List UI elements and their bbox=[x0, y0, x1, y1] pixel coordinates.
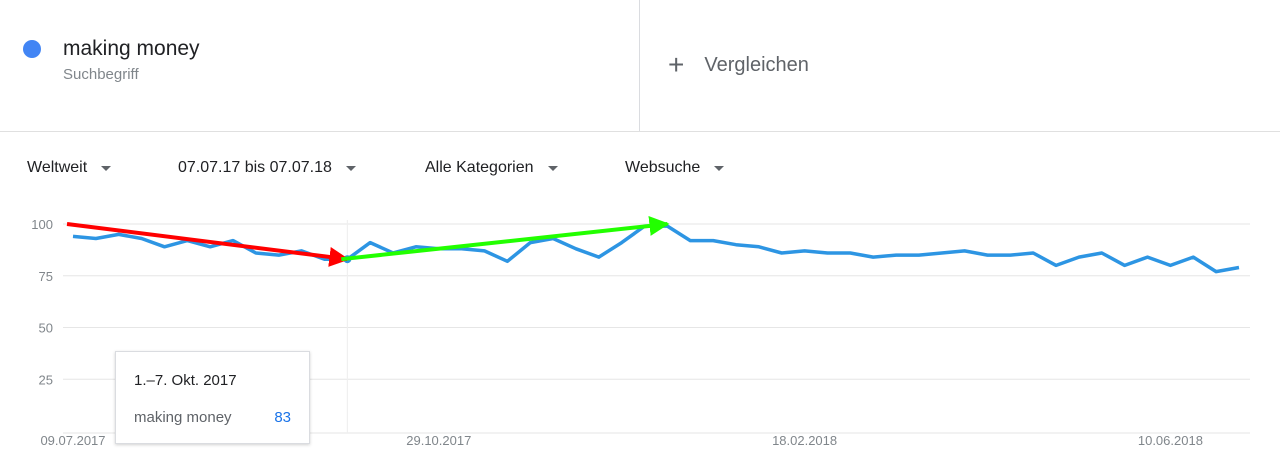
panel-divider bbox=[639, 0, 640, 131]
y-tick-label: 75 bbox=[39, 269, 53, 284]
y-tick-label: 50 bbox=[39, 321, 53, 336]
data-point[interactable] bbox=[505, 259, 509, 263]
tooltip-value: 83 bbox=[274, 409, 291, 426]
data-point[interactable] bbox=[871, 255, 875, 259]
data-point[interactable] bbox=[597, 255, 601, 259]
series-color-dot bbox=[23, 40, 41, 58]
chevron-down-icon bbox=[547, 165, 558, 171]
search-term-type: Suchbegriff bbox=[63, 66, 139, 83]
x-tick-label: 10.06.2018 bbox=[1138, 433, 1203, 448]
data-point[interactable] bbox=[208, 245, 212, 249]
data-point[interactable] bbox=[825, 251, 829, 255]
data-point[interactable] bbox=[277, 253, 281, 257]
data-point[interactable] bbox=[734, 243, 738, 247]
data-point[interactable] bbox=[780, 251, 784, 255]
date-range-label: 07.07.17 bis 07.07.18 bbox=[178, 159, 332, 176]
date-range-dropdown[interactable]: 07.07.17 bis 07.07.18 bbox=[178, 157, 356, 179]
data-point[interactable] bbox=[528, 241, 532, 245]
x-tick-label: 18.02.2018 bbox=[772, 433, 837, 448]
data-point[interactable] bbox=[368, 241, 372, 245]
x-tick-label: 09.07.2017 bbox=[40, 433, 105, 448]
compare-button[interactable]: + Vergleichen bbox=[668, 50, 809, 80]
data-point[interactable] bbox=[162, 245, 166, 249]
data-point[interactable] bbox=[688, 239, 692, 243]
chevron-down-icon bbox=[101, 165, 112, 171]
data-point[interactable] bbox=[963, 249, 967, 253]
data-point[interactable] bbox=[231, 239, 235, 243]
data-point[interactable] bbox=[117, 232, 121, 236]
data-point[interactable] bbox=[1031, 251, 1035, 255]
category-dropdown[interactable]: Alle Kategorien bbox=[425, 157, 558, 179]
data-point[interactable] bbox=[483, 249, 487, 253]
plus-icon: + bbox=[668, 49, 685, 80]
data-point[interactable] bbox=[711, 239, 715, 243]
search-term-name[interactable]: making money bbox=[63, 37, 200, 60]
tooltip-term: making money bbox=[134, 409, 232, 426]
data-point[interactable] bbox=[757, 245, 761, 249]
data-tooltip: 1.–7. Okt. 2017 making money 83 bbox=[115, 351, 310, 444]
data-point[interactable] bbox=[1054, 263, 1058, 267]
category-label: Alle Kategorien bbox=[425, 159, 534, 176]
data-point[interactable] bbox=[1191, 255, 1195, 259]
region-filter-dropdown[interactable]: Weltweit bbox=[27, 157, 112, 179]
data-point[interactable] bbox=[917, 253, 921, 257]
data-point[interactable] bbox=[1214, 270, 1218, 274]
region-filter-label: Weltweit bbox=[27, 159, 88, 176]
search-term-panel: making money Suchbegriff bbox=[0, 0, 639, 131]
tooltip-date: 1.–7. Okt. 2017 bbox=[134, 372, 237, 389]
interest-over-time-chart[interactable]: 100 75 50 25 09.07.2017 29.10.2017 18.02.2018… bbox=[0, 190, 1280, 465]
data-point[interactable] bbox=[940, 251, 944, 255]
y-tick-label: 25 bbox=[39, 372, 53, 387]
data-point[interactable] bbox=[620, 241, 624, 245]
data-point[interactable] bbox=[1100, 251, 1104, 255]
chevron-down-icon bbox=[345, 165, 356, 171]
data-point[interactable] bbox=[254, 251, 258, 255]
data-point[interactable] bbox=[414, 245, 418, 249]
chevron-down-icon bbox=[714, 165, 725, 171]
data-point[interactable] bbox=[71, 234, 75, 238]
data-point[interactable] bbox=[140, 236, 144, 240]
search-type-dropdown[interactable]: Websuche bbox=[625, 157, 725, 179]
series-line-making-money[interactable] bbox=[72, 224, 1240, 274]
data-point[interactable] bbox=[803, 249, 807, 253]
search-type-label: Websuche bbox=[625, 159, 701, 176]
compare-label: Vergleichen bbox=[704, 53, 809, 76]
green-trend-arrow bbox=[341, 215, 670, 262]
red-trend-arrow bbox=[66, 222, 350, 267]
data-point[interactable] bbox=[1146, 255, 1150, 259]
data-point[interactable] bbox=[1168, 263, 1172, 267]
data-point[interactable] bbox=[94, 236, 98, 240]
data-point[interactable] bbox=[986, 253, 990, 257]
data-point[interactable] bbox=[1077, 255, 1081, 259]
data-point[interactable] bbox=[1123, 263, 1127, 267]
header-divider bbox=[0, 131, 1280, 132]
data-point[interactable] bbox=[1237, 265, 1241, 269]
y-tick-label: 100 bbox=[31, 217, 53, 232]
data-point[interactable] bbox=[574, 247, 578, 251]
x-tick-label: 29.10.2017 bbox=[406, 433, 471, 448]
data-point[interactable] bbox=[894, 253, 898, 257]
data-point[interactable] bbox=[1008, 253, 1012, 257]
data-point[interactable] bbox=[848, 251, 852, 255]
